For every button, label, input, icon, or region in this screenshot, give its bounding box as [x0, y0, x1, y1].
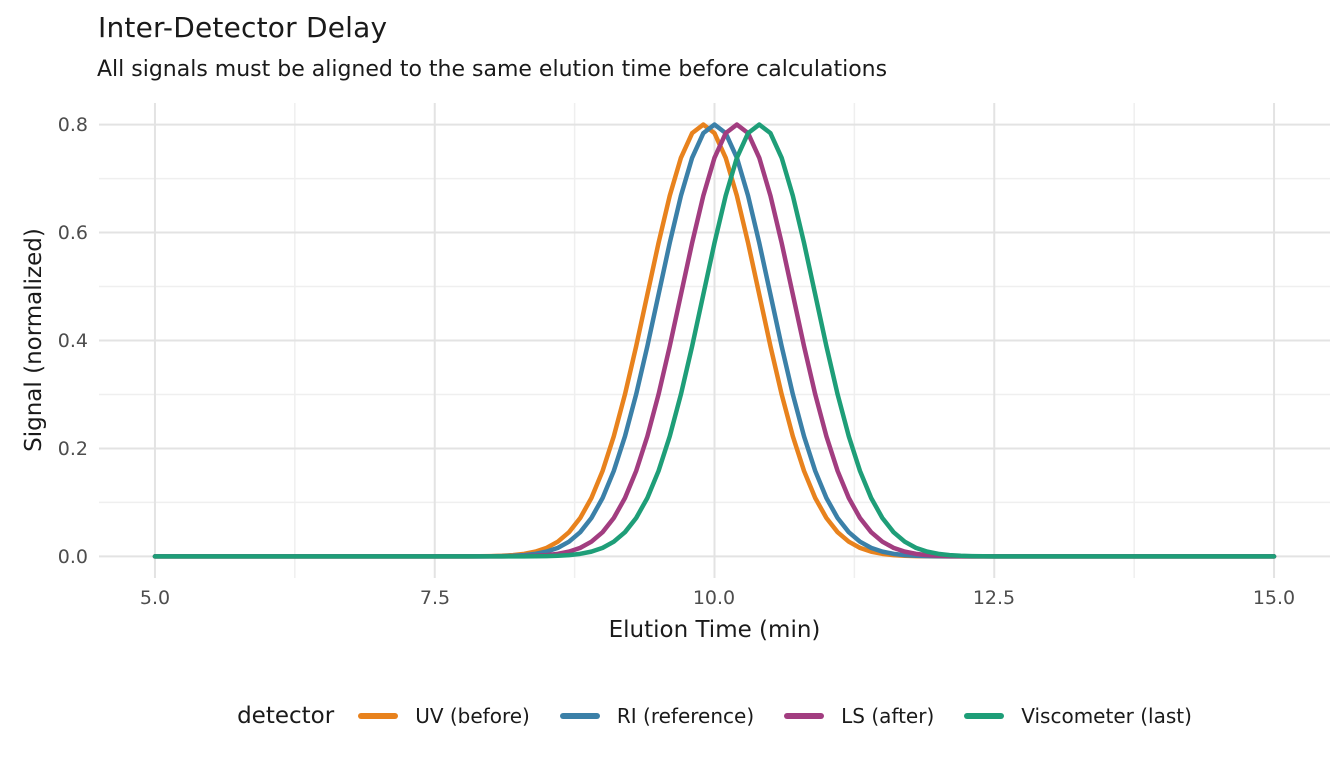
y-tick-label: 0.8: [57, 114, 88, 136]
x-tick-label: 12.5: [972, 587, 1016, 609]
chart-title: Inter-Detector Delay: [98, 11, 388, 44]
legend-title: detector: [237, 703, 335, 729]
legend-item: UV (before): [358, 704, 530, 728]
legend-item-label: RI (reference): [616, 704, 755, 728]
legend-item: RI (reference): [559, 704, 755, 728]
legend-swatch-ls: [784, 713, 825, 719]
x-axis-label: Elution Time (min): [608, 617, 821, 643]
legend: detector UV (before) RI (reference) LS (…: [99, 694, 1330, 738]
y-tick-label: 0.0: [57, 546, 88, 568]
legend-item: Viscometer (last): [964, 704, 1192, 728]
y-tick-label: 0.6: [57, 222, 88, 244]
chart-subtitle: All signals must be aligned to the same …: [97, 57, 888, 82]
series-curve: [152, 122, 1277, 559]
y-tick-label: 0.4: [57, 330, 88, 352]
legend-swatch-uv: [358, 713, 399, 719]
legend-swatch-viscometer: [964, 713, 1005, 719]
x-tick-label: 7.5: [419, 587, 451, 609]
x-tick-label: 10.0: [692, 587, 736, 609]
plot-panel: [99, 103, 1330, 578]
legend-swatch-ri: [559, 713, 600, 719]
x-tick-label: 5.0: [139, 587, 171, 609]
legend-item-label: UV (before): [415, 704, 530, 728]
plot-canvas: [99, 103, 1330, 578]
x-tick-label: 15.0: [1252, 587, 1296, 609]
y-tick-label: 0.2: [57, 438, 88, 460]
legend-item-label: LS (after): [841, 704, 935, 728]
legend-item: LS (after): [784, 704, 934, 728]
legend-item-label: Viscometer (last): [1021, 704, 1192, 728]
